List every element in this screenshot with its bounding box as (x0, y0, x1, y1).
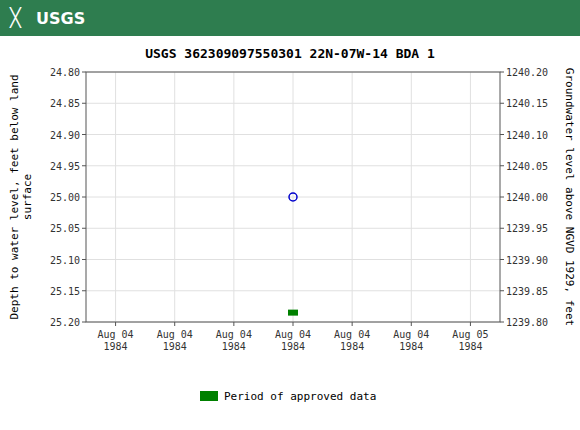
x-tick-label: Aug 041984 (216, 329, 252, 352)
y2-tick-label: 1239.85 (506, 286, 548, 297)
y-label: Depth to water level, feet below landsur… (8, 74, 34, 319)
text-line: 1984 (458, 341, 482, 352)
text-line: 1984 (163, 341, 187, 352)
grid-line (233, 72, 234, 322)
y2-tick-label: 1240.20 (506, 67, 548, 78)
y2-tick-label: 1239.90 (506, 255, 548, 266)
y-tick-label: 24.90 (50, 130, 80, 141)
text-line: Aug 04 (334, 329, 370, 340)
header-bar (0, 0, 580, 36)
y2-label: Groundwater level above NGVD 1929, feet (563, 68, 576, 326)
x-tick-label: Aug 041984 (393, 329, 429, 352)
text-line: 1984 (222, 341, 246, 352)
y-tick-label: 25.10 (50, 255, 80, 266)
title: USGS 362309097550301 22N-07W-14 BDA 1 (145, 46, 435, 61)
grid-line (470, 72, 471, 322)
y-tick (82, 322, 86, 323)
y2-tick-label: 1239.80 (506, 317, 548, 328)
grid-line (115, 72, 116, 322)
y-tick (82, 165, 86, 166)
x-tick (470, 322, 471, 326)
x-tick-label: Aug 041984 (334, 329, 370, 352)
y2-tick-label: 1239.95 (506, 223, 548, 234)
text-line: surface (21, 174, 34, 220)
x-tick (293, 322, 294, 326)
y-tick (82, 134, 86, 135)
chart: ╳ USGS USGS 362309097550301 22N-07W-14 BDA… (0, 0, 580, 430)
text-line: Aug 04 (157, 329, 193, 340)
y-tick (82, 290, 86, 291)
y-tick-label: 25.15 (50, 286, 80, 297)
x-tick (411, 322, 412, 326)
y2-tick-label: 1240.05 (506, 161, 548, 172)
y-tick-label: 25.05 (50, 223, 80, 234)
x-tick (233, 322, 234, 326)
grid-line (352, 72, 353, 322)
y-tick (82, 197, 86, 198)
text-line: Aug 04 (275, 329, 311, 340)
y2-tick (500, 165, 504, 166)
y2-label-group: Groundwater level above NGVD 1929, feet (563, 68, 576, 326)
text-line: 1984 (340, 341, 364, 352)
x-tick-label: Aug 041984 (157, 329, 193, 352)
text-line: Aug 04 (98, 329, 134, 340)
x-tick-label: Aug 041984 (98, 329, 134, 352)
approved-marker (288, 310, 298, 316)
grid-line (174, 72, 175, 322)
y-tick-label: 24.85 (50, 98, 80, 109)
data-point (289, 193, 297, 201)
y-tick (82, 228, 86, 229)
y2-tick-label: 1240.15 (506, 98, 548, 109)
text-line: Depth to water level, feet below land (8, 74, 21, 319)
y2-tick (500, 228, 504, 229)
y2-tick-label: 1240.00 (506, 192, 548, 203)
y2-tick (500, 72, 504, 73)
marks (288, 193, 298, 316)
plot-area (86, 72, 500, 322)
y-tick (82, 72, 86, 73)
x-tick (115, 322, 116, 326)
grid-line (411, 72, 412, 322)
legend-label: Period of approved data (224, 390, 376, 403)
y2-tick (500, 259, 504, 260)
text-line: Aug 04 (216, 329, 252, 340)
y-label-group: Depth to water level, feet below landsur… (8, 74, 34, 319)
y-tick (82, 259, 86, 260)
y2-tick (500, 103, 504, 104)
text-line: 1984 (281, 341, 305, 352)
text-line: 1984 (399, 341, 423, 352)
x-tick (174, 322, 175, 326)
text-line: Aug 04 (393, 329, 429, 340)
y-tick-label: 25.00 (50, 192, 80, 203)
text-line: 1984 (104, 341, 128, 352)
y-tick (82, 103, 86, 104)
grid-line (293, 72, 294, 322)
y2-tick (500, 290, 504, 291)
y-tick-label: 25.20 (50, 317, 80, 328)
text-line: Groundwater level above NGVD 1929, feet (563, 68, 576, 326)
y2-tick (500, 322, 504, 323)
y-tick-label: 24.80 (50, 67, 80, 78)
legend-swatch (200, 391, 218, 401)
header-text: USGS (36, 9, 85, 28)
y2-tick (500, 197, 504, 198)
plot-frame (86, 72, 500, 322)
x-tick (352, 322, 353, 326)
y2-tick (500, 134, 504, 135)
y-tick-label: 24.95 (50, 161, 80, 172)
y2-tick-label: 1240.10 (506, 130, 548, 141)
text-line: Aug 05 (452, 329, 488, 340)
x-tick-label: Aug 051984 (452, 329, 488, 352)
header-text: ╳ (9, 7, 22, 29)
x-tick-label: Aug 041984 (275, 329, 311, 352)
